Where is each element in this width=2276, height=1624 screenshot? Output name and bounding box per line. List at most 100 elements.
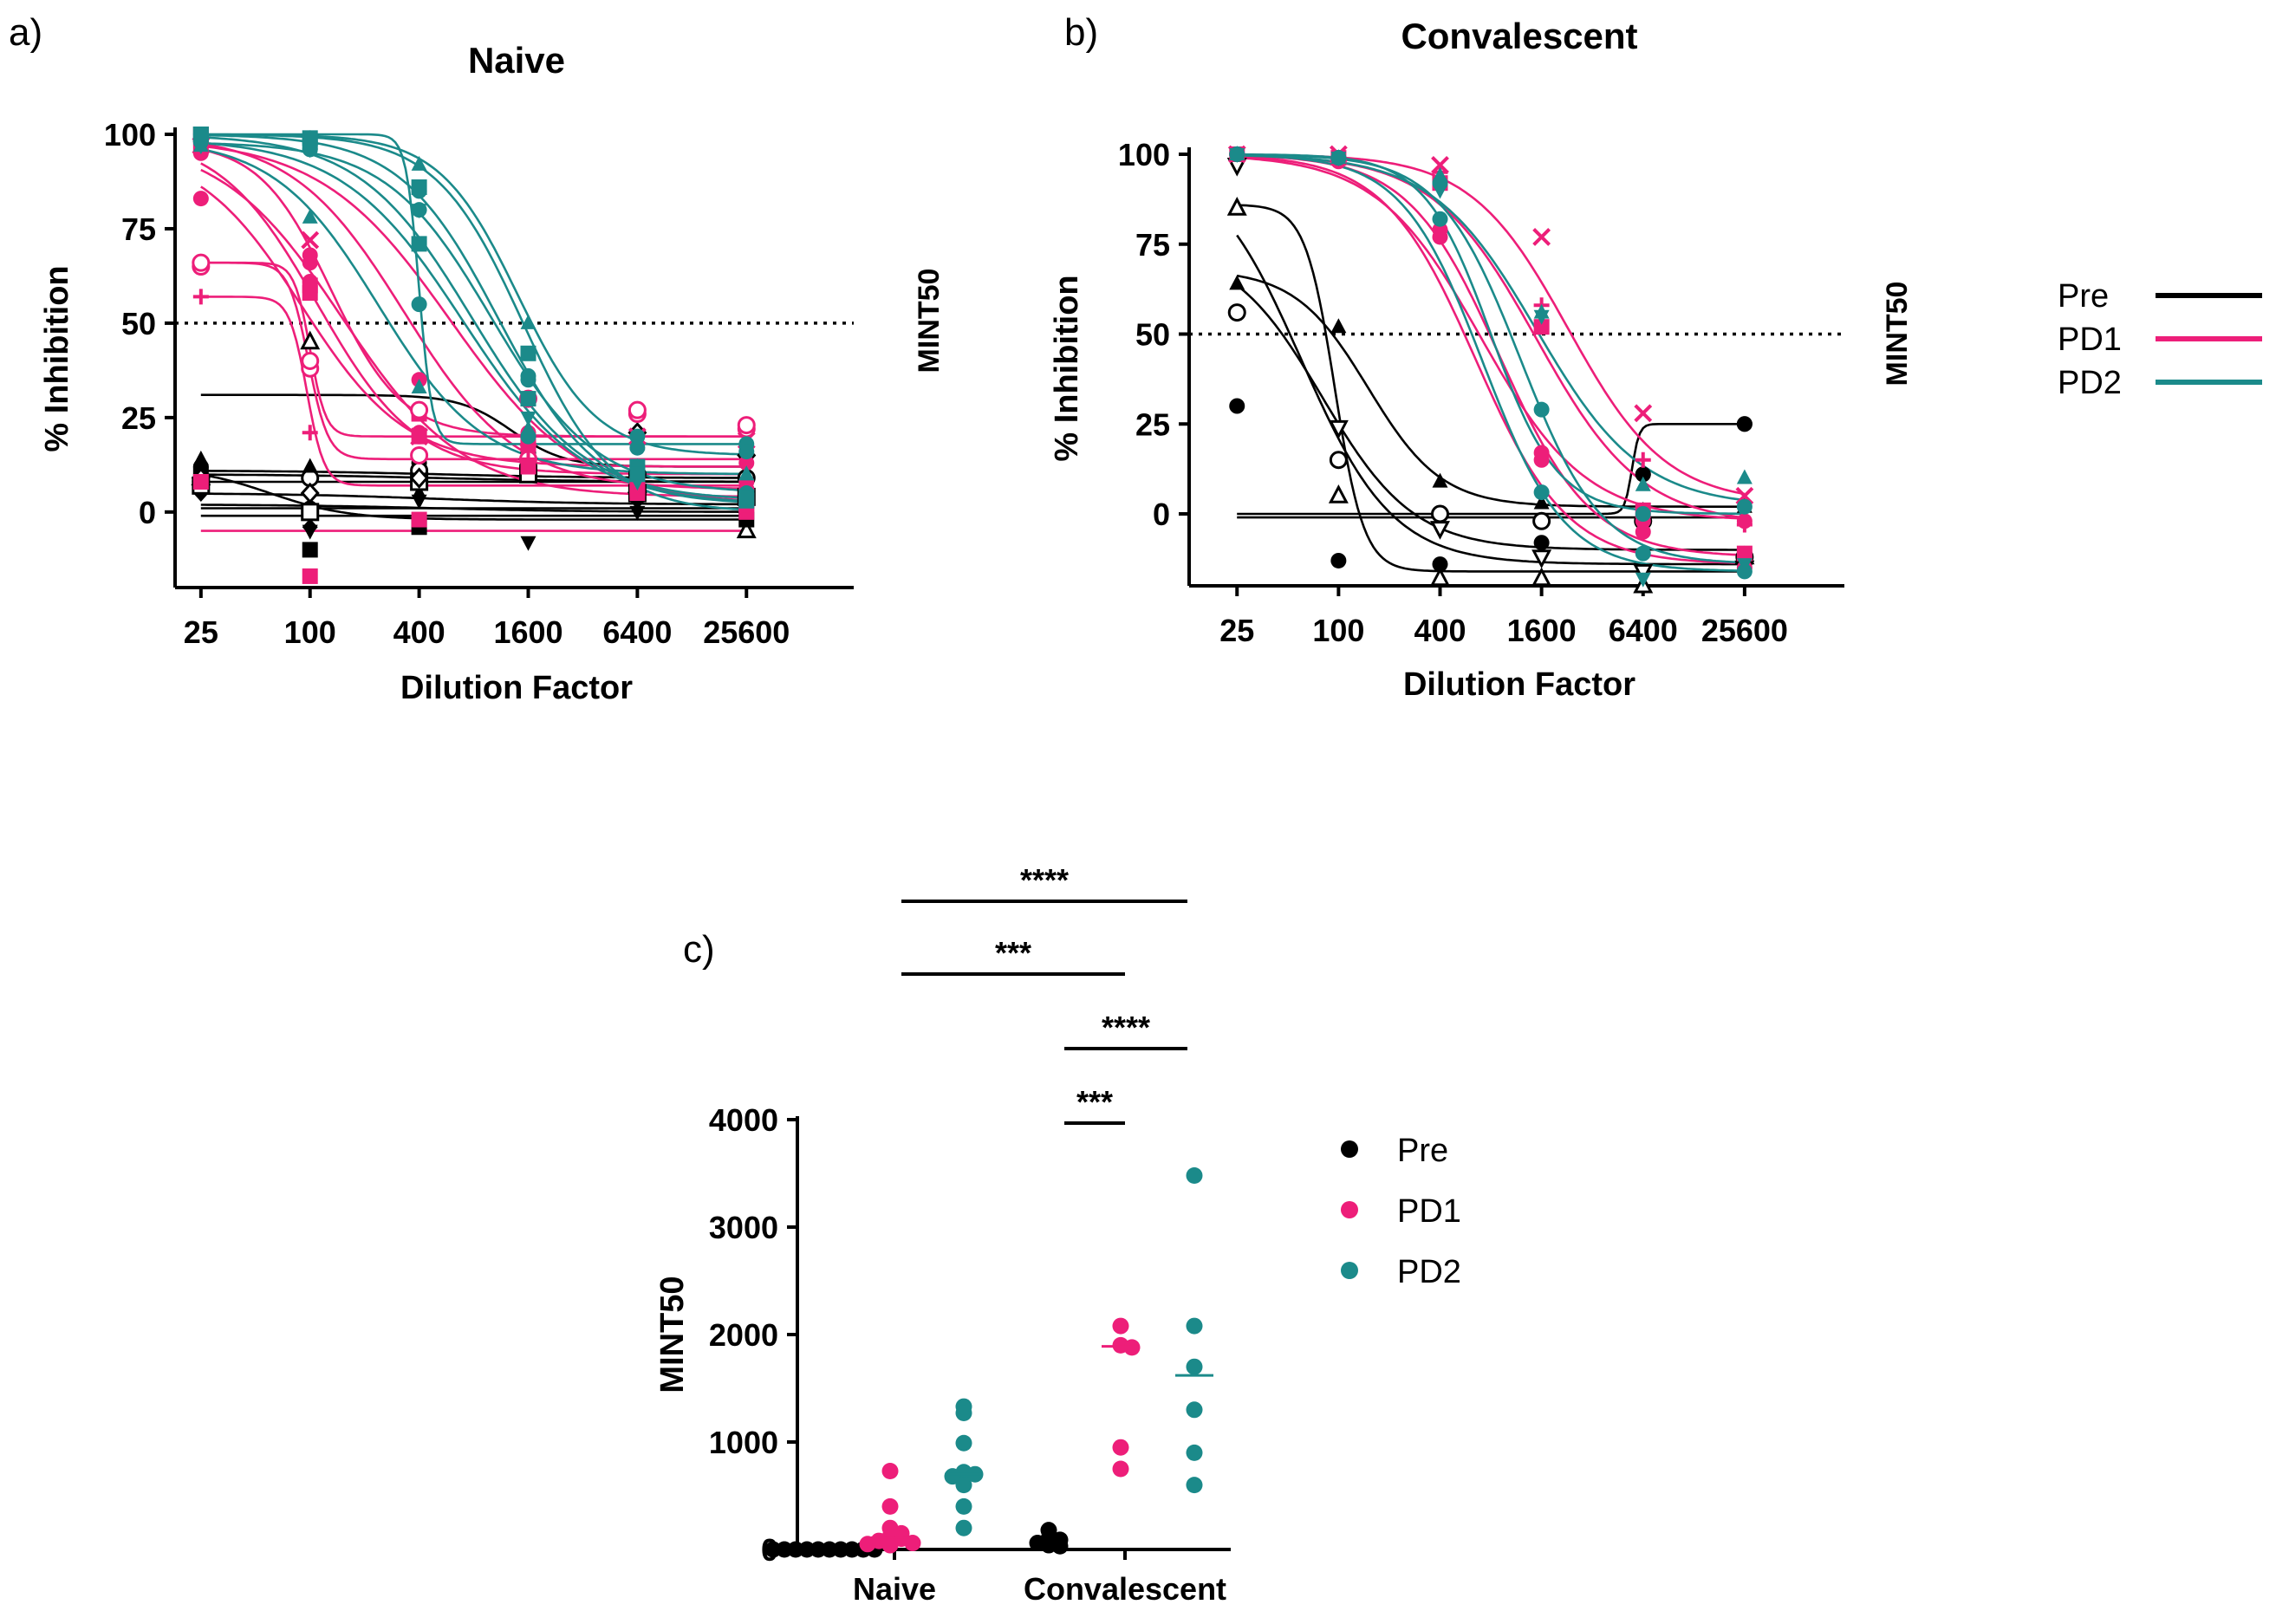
convalescent-pd2-point <box>1736 558 1753 574</box>
naive-pd1-curve <box>200 142 747 490</box>
convalescent-pd1-point <box>1635 451 1651 468</box>
naive-pd1-point <box>628 400 647 419</box>
naive-pd1-point <box>301 352 320 370</box>
convalescent-x-tick-label: 1600 <box>1507 613 1577 648</box>
naive-pre-point <box>409 467 429 489</box>
mint50-pd1-point <box>1112 1439 1129 1456</box>
naive-pre-curve <box>200 473 747 521</box>
dot-legend-label-pre: Pre <box>1397 1133 1448 1169</box>
mint50-pre-point <box>787 1541 804 1558</box>
convalescent-pre-point <box>1328 484 1349 503</box>
naive-pd1-point <box>629 485 646 502</box>
mint50-pd2-point <box>955 1405 972 1422</box>
convalescent-y-tick-label: 100 <box>1118 137 1170 172</box>
mint50-pre-point <box>832 1541 849 1558</box>
convalescent-pd1-point <box>1736 545 1753 562</box>
naive-chart-title: Naive <box>468 40 565 81</box>
convalescent-pre-point <box>1430 567 1450 587</box>
convalescent-pd2-curve <box>1237 153 1745 564</box>
convalescent-pre-point <box>1533 494 1550 510</box>
convalescent-pre-point <box>1432 472 1448 488</box>
naive-pd1-point <box>192 289 209 305</box>
naive-pd1-point <box>737 416 756 435</box>
mint50-pre-point <box>843 1541 861 1558</box>
naive-pre-point <box>302 542 318 558</box>
naive-pd2-point <box>738 490 755 506</box>
naive-pre-point <box>411 484 427 500</box>
convalescent-pd2-curve <box>1237 154 1746 502</box>
mint50-x-tick-label: Convalescent <box>1024 1571 1226 1607</box>
convalescent-x-tick-label: 100 <box>1312 613 1364 648</box>
naive-pd2-curve <box>200 133 747 456</box>
convalescent-x-tick-label: 6400 <box>1609 613 1678 648</box>
naive-pd2-point <box>192 127 209 142</box>
naive-pd1-point <box>192 253 211 272</box>
naive-pd2-point <box>302 143 318 159</box>
dot-legend-label-pd2: PD2 <box>1397 1254 1461 1290</box>
mint50-pd2-point <box>1186 1444 1203 1461</box>
naive-pd2-point <box>520 411 536 426</box>
convalescent-pd2-point <box>1533 401 1550 418</box>
convalescent-x-tick-label: 400 <box>1414 613 1466 648</box>
mint50-pd2-point <box>1186 1166 1203 1184</box>
naive-pd1-point <box>410 400 429 419</box>
significance-label: **** <box>1102 1010 1150 1045</box>
convalescent-y-tick-label: 25 <box>1135 406 1170 442</box>
convalescent-pd2-curve <box>1237 153 1745 516</box>
convalescent-pre-point <box>1229 398 1245 414</box>
mint50-pre-point <box>764 1541 782 1558</box>
naive-pre-point <box>302 524 318 540</box>
convalescent-inhibition-chart: Convalescent Dilution Factor % Inhibitio… <box>1049 16 1914 703</box>
naive-pre-point <box>736 519 757 539</box>
significance-label: **** <box>1020 862 1069 898</box>
naive-x-tick-label: 400 <box>393 614 445 650</box>
naive-pd1-point <box>302 255 318 271</box>
mint50-pd2-point <box>1186 1317 1203 1335</box>
naive-pd2-point <box>411 155 427 171</box>
naive-pd2-point <box>411 183 427 199</box>
mint50-pd2-point <box>1186 1401 1203 1419</box>
mint50-pd1-point <box>1112 1317 1129 1335</box>
naive-pd1-point <box>302 425 318 441</box>
convalescent-pre-point <box>1227 303 1246 322</box>
naive-pd2-point <box>411 379 427 394</box>
panel-label-c: c) <box>683 928 715 971</box>
convalescent-pre-point <box>1330 318 1347 334</box>
naive-pd2-point <box>520 428 536 445</box>
dot-legend-label-pd1: PD1 <box>1397 1193 1461 1230</box>
mint50-y-tick-label: 2000 <box>709 1317 778 1353</box>
naive-y-tick-label: 0 <box>139 495 156 530</box>
convalescent-pd2-point <box>1432 211 1448 227</box>
line-legend-label-pre: Pre <box>2058 278 2109 315</box>
convalescent-pd1-point <box>1635 523 1651 540</box>
convalescent-pd2-point <box>1432 175 1448 192</box>
naive-pd2-point <box>192 140 209 155</box>
naive-pd1-point <box>192 473 209 490</box>
convalescent-pd1-curve <box>1237 153 1746 496</box>
mint50-x-tick-label: Naive <box>853 1571 936 1607</box>
naive-y-axis-label: % Inhibition <box>39 265 75 451</box>
convalescent-pd1-curve <box>1237 156 1745 520</box>
naive-y-tick-label: 75 <box>121 211 156 247</box>
naive-pre-point <box>301 503 320 522</box>
naive-pd1-point <box>410 445 429 464</box>
convalescent-pre-point <box>1635 466 1651 483</box>
mint50-pd2-point <box>1186 1477 1203 1494</box>
mint50-pd2-point <box>1186 1358 1203 1375</box>
dot-legend-swatch-pd2 <box>1341 1262 1358 1279</box>
naive-pd2-point <box>411 204 427 219</box>
convalescent-pd2-point <box>1533 309 1550 325</box>
mint50-y-tick-label: 4000 <box>709 1102 778 1138</box>
naive-pre-point <box>629 505 646 521</box>
mint50-pd2-point <box>955 1434 972 1452</box>
mint50-pd2-point <box>955 1519 972 1536</box>
naive-pd1-curve <box>200 148 747 438</box>
naive-y-tick-label: 50 <box>121 306 156 341</box>
convalescent-pre-curve <box>1237 423 1745 516</box>
significance-label: *** <box>1076 1084 1113 1120</box>
naive-x-axis-label: Dilution Factor <box>400 670 633 706</box>
convalescent-pd2-point <box>1330 150 1347 166</box>
convalescent-pd2-point <box>1533 484 1550 501</box>
convalescent-pre-point <box>1531 567 1552 587</box>
convalescent-pre-curve <box>1236 234 1745 566</box>
